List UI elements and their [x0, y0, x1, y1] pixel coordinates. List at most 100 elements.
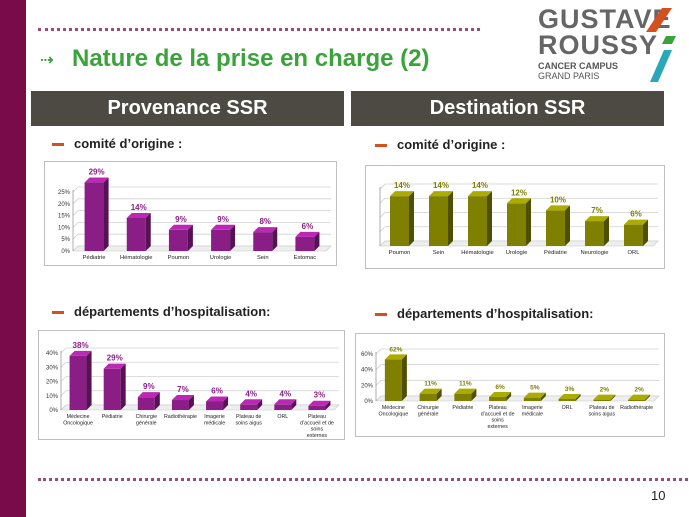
bar-top [390, 191, 414, 197]
logo-sub1: CANCER CAMPUS [538, 61, 619, 71]
category-label: Radiothérapie [620, 405, 653, 411]
bar-side [409, 191, 414, 246]
chart-provenance-departements: 0% 10% 20% 30% 40% 38% Médecine Oncologique 29% P… [38, 330, 345, 440]
logo-line2: ROUSSY [538, 30, 659, 60]
category-label: Chirurgie [417, 405, 439, 411]
value-label: 2% [600, 387, 610, 394]
y-tick-label: 10% [58, 225, 71, 231]
bar-front [103, 368, 121, 410]
category-label: Sein [433, 250, 445, 256]
bar-front [507, 203, 526, 246]
bar-side [401, 354, 407, 401]
value-label: 9% [217, 215, 229, 224]
bar-side [436, 388, 442, 401]
value-label: 10% [550, 195, 566, 204]
gridline-side [72, 233, 79, 240]
header-destination: Destination SSR [351, 91, 664, 126]
chart-svg-dest-comite: 14% Poumon 14% Sein 14% Hématologie 12% Urologi… [379, 181, 659, 256]
chart-floor [72, 245, 332, 252]
gridline-side [379, 226, 386, 233]
bar-front [308, 405, 326, 410]
category-label: soins [491, 418, 504, 424]
bar-side [604, 216, 609, 246]
bar-front [523, 397, 541, 401]
y-tick-label: 20% [46, 380, 59, 386]
category-label: Pédiatrie [102, 414, 123, 420]
value-label: 29% [89, 168, 105, 177]
y-tick-label: 0% [61, 249, 70, 255]
logo-line1: GUSTAVE [538, 4, 672, 34]
category-label: Urologie [210, 255, 232, 261]
bar-side [223, 396, 229, 410]
bar [585, 216, 609, 246]
category-label: Urologie [506, 250, 528, 256]
value-label: 14% [472, 181, 488, 190]
y-tick-label: 30% [46, 365, 59, 371]
value-label: 4% [280, 389, 292, 398]
bar-front [468, 196, 487, 246]
logo-sub2: GRAND PARIS [538, 71, 600, 81]
value-label: 11% [424, 381, 437, 388]
bar-top [628, 394, 651, 400]
bar-side [540, 392, 546, 401]
category-label: Sein [257, 255, 269, 261]
value-label: 6% [630, 210, 642, 219]
y-tick-label: 10% [46, 394, 59, 400]
bar-top [593, 394, 616, 400]
bar-front [295, 236, 315, 251]
bar-side [145, 212, 151, 251]
bar-top [429, 191, 453, 197]
bar-front [585, 221, 604, 246]
header-provenance: Provenance SSR [31, 91, 344, 126]
title-arrow-icon: ⇢ [40, 52, 54, 69]
y-tick-label: 60% [361, 352, 374, 358]
bar-side [154, 392, 160, 410]
bar-front [419, 393, 437, 401]
gridline-side [60, 347, 67, 354]
bar [211, 224, 236, 251]
bar-side [526, 198, 531, 246]
left-band-gap [26, 0, 35, 517]
bar-side [325, 400, 331, 410]
category-label: externes [487, 424, 508, 430]
value-label: 6% [302, 222, 314, 231]
chart-svg-prov-comite: 0% 5% 10% 15% 20% 25% 29% Pédiatrie 14% Hématolog… [58, 168, 332, 261]
y-tick-label: 25% [58, 190, 71, 196]
bar-front [628, 399, 646, 401]
value-label: 7% [591, 206, 603, 215]
slide-title: Nature de la prise en charge (2) [72, 45, 430, 72]
bar-top [308, 400, 331, 406]
bar-top [468, 191, 492, 197]
category-label: Hématologie [461, 250, 494, 256]
gridline-side [72, 198, 79, 205]
category-label: Plateau [308, 414, 326, 420]
bar-side [610, 394, 616, 401]
category-label: Médecine [382, 405, 405, 411]
category-label: externes [307, 433, 328, 439]
bullet-right-bottom-label: départements d’hospitalisation: [397, 306, 594, 321]
bullet-left-bottom: départements d’hospitalisation: [52, 304, 270, 319]
bar-top [171, 395, 194, 401]
bar [489, 391, 512, 401]
chart-destination-departements: 0% 20% 40% 60% 62% Médecine Oncologique 11% Chir… [355, 333, 665, 437]
bar-side [643, 219, 648, 246]
bar-front [84, 182, 104, 251]
bar [295, 231, 320, 251]
category-label: Pédiatrie [452, 405, 473, 411]
bar-top [624, 219, 648, 225]
category-label: générale [136, 420, 157, 426]
bar-front [206, 401, 224, 410]
category-label: Plateau de [589, 405, 614, 411]
y-tick-label: 40% [46, 351, 59, 357]
bullet-right-bottom: départements d’hospitalisation: [375, 306, 593, 321]
bar-top [295, 231, 320, 237]
value-label: 6% [211, 386, 223, 395]
bar-top [454, 388, 477, 394]
bar-front [429, 196, 448, 246]
bar [523, 392, 546, 401]
value-label: 14% [433, 181, 449, 190]
bar [558, 393, 581, 401]
category-label: Estomac [294, 255, 317, 261]
value-label: 14% [131, 203, 147, 212]
